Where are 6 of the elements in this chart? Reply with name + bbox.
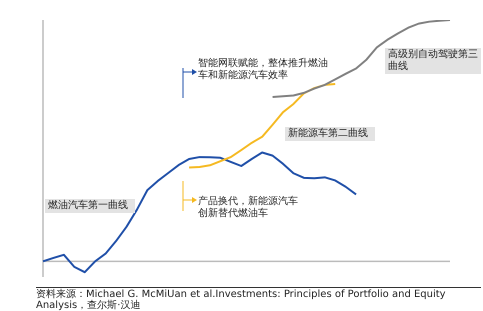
annotation: 高级别自动驾驶第三曲线	[385, 48, 481, 74]
annotation: 新能源车第二曲线	[285, 127, 375, 141]
annotation: 智能网联赋能，整体推升燃油车和新能源汽车效率	[198, 58, 329, 82]
annotation: 产品换代，新能源汽车创新替代燃油车	[198, 196, 299, 220]
annotation: 燃油汽车第一曲线	[45, 199, 135, 213]
text: 资料来源：Michael G. McMiUan et al.Investments: Principles of Portfolio and Equity Analysis，查尔斯·汉迪	[36, 287, 481, 311]
